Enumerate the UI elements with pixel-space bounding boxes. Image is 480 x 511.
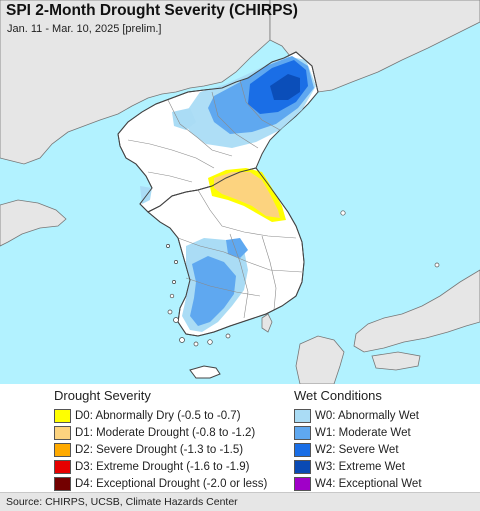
legend-swatch-w2 [294, 442, 311, 457]
legend-label-d3: D3: Extreme Drought (-1.6 to -1.9) [75, 460, 250, 473]
shandong-peninsula [0, 199, 67, 247]
legend-item-d4: D4: Exceptional Drought (-2.0 or less) [54, 475, 267, 492]
footer-bar: Source: CHIRPS, UCSB, Climate Hazards Ce… [0, 492, 480, 511]
russia-primorye [269, 0, 480, 93]
legend-label-d4: D4: Exceptional Drought (-2.0 or less) [75, 477, 268, 490]
legend-label-d2: D2: Severe Drought (-1.3 to -1.5) [75, 443, 244, 456]
legend-swatch-d2 [54, 442, 71, 457]
dokdo-island [434, 262, 440, 268]
map-panel: SPI 2-Month Drought Severity (CHIRPS) Ja… [0, 0, 480, 384]
legend-item-w0: W0: Abnormally Wet [294, 407, 422, 424]
legend-item-d0: D0: Abnormally Dry (-0.5 to -0.7) [54, 407, 267, 424]
wet-region-w3-north [270, 74, 300, 100]
legend-swatch-d4 [54, 476, 71, 491]
drought-legend: Drought Severity D0: Abnormally Dry (-0.… [54, 388, 267, 492]
wet-region-w1-south [190, 256, 236, 326]
legend-swatch-d1 [54, 425, 71, 440]
legend-label-w0: W0: Abnormally Wet [315, 409, 419, 422]
legend-swatch-d3 [54, 459, 71, 474]
map-subtitle: Jan. 11 - Mar. 10, 2025 [prelim.] [7, 23, 162, 35]
province-boundaries [127, 79, 303, 319]
national-borders [117, 51, 319, 337]
legend-swatch-w4 [294, 476, 311, 491]
legend-swatch-d0 [54, 408, 71, 423]
wet-legend-heading: Wet Conditions [294, 388, 382, 403]
legend-item-w2: W2: Severe Wet [294, 441, 422, 458]
legend-item-d3: D3: Extreme Drought (-1.6 to -1.9) [54, 458, 267, 475]
legend-item-d2: D2: Severe Drought (-1.3 to -1.5) [54, 441, 267, 458]
legend-item-w1: W1: Moderate Wet [294, 424, 422, 441]
wet-region-w0-west [172, 108, 196, 130]
legend-item-d1: D1: Moderate Drought (-0.8 to -1.2) [54, 424, 267, 441]
wet-region-w1-central [226, 238, 248, 258]
tsushima-island [261, 313, 273, 333]
legend-label-w2: W2: Severe Wet [315, 443, 399, 456]
legend-item-w3: W3: Extreme Wet [294, 458, 422, 475]
map-title: SPI 2-Month Drought Severity (CHIRPS) [6, 2, 298, 19]
mainland-china [0, 0, 271, 165]
legend-label-w3: W3: Extreme Wet [315, 460, 405, 473]
legend-label-d1: D1: Moderate Drought (-0.8 to -1.2) [75, 426, 256, 439]
japan-kyushu [295, 335, 345, 384]
jeju-island [189, 365, 221, 379]
legend-label-w1: W1: Moderate Wet [315, 426, 411, 439]
legend-label-d0: D0: Abnormally Dry (-0.5 to -0.7) [75, 409, 241, 422]
legend-item-w4: W4: Exceptional Wet [294, 475, 422, 492]
map-canvas [0, 0, 480, 384]
legend-swatch-w0 [294, 408, 311, 423]
wet-legend: Wet Conditions W0: Abnormally Wet W1: Mo… [294, 388, 422, 492]
legend-swatch-w1 [294, 425, 311, 440]
source-credit: Source: CHIRPS, UCSB, Climate Hazards Ce… [6, 496, 238, 508]
drought-legend-heading: Drought Severity [54, 388, 151, 403]
southern-islands [166, 244, 231, 347]
japan-honshu [353, 269, 480, 353]
dry-region-d1 [214, 172, 280, 218]
legend-swatch-w3 [294, 459, 311, 474]
japan-shikoku [371, 351, 421, 371]
legend-panel: Drought Severity D0: Abnormally Dry (-0.… [0, 384, 480, 492]
ulleung-island [340, 210, 346, 216]
legend-label-w4: W4: Exceptional Wet [315, 477, 422, 490]
